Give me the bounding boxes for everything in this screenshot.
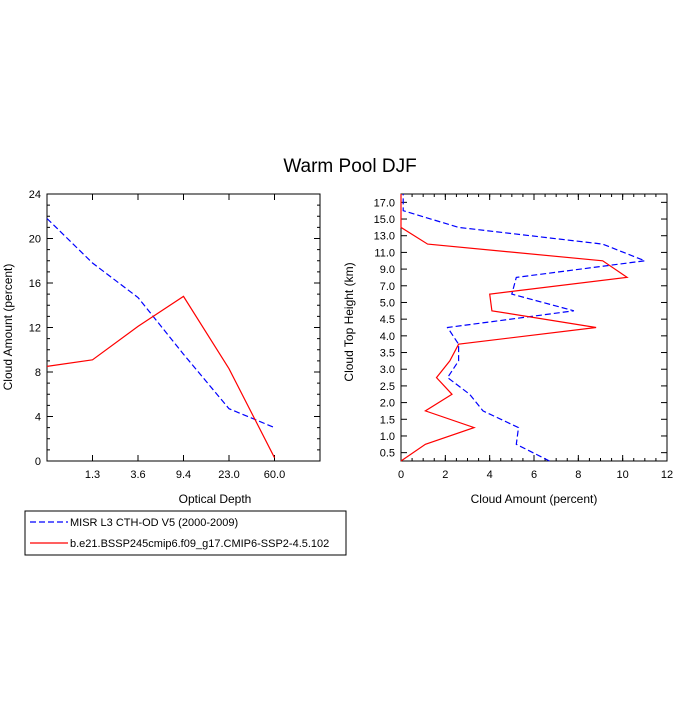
left-xtick-label: 23.0 (218, 469, 239, 481)
right-plot (400, 193, 668, 462)
right-xtick-label: 12 (661, 469, 673, 481)
right-ytick-label: 13.0 (374, 231, 395, 243)
left-xtick-label: 3.6 (130, 469, 145, 481)
right-ytick-label: 4.0 (380, 331, 395, 343)
right-xtick-label: 6 (531, 469, 537, 481)
left-ytick-label: 0 (35, 456, 41, 468)
right-xtick-label: 0 (398, 469, 404, 481)
right-ytick-label: 11.0 (374, 247, 395, 259)
legend-label-misr: MISR L3 CTH-OD V5 (2000-2009) (70, 517, 238, 529)
left-xtick-label: 9.4 (176, 469, 191, 481)
left-xtick-label: 1.3 (85, 469, 100, 481)
right-xtick-label: 10 (617, 469, 629, 481)
right-ytick-label: 7.0 (380, 281, 395, 293)
legend-label-model: b.e21.BSSP245cmip6.f09_g17.CMIP6-SSP2-4.… (70, 538, 329, 550)
left-ytick-label: 8 (35, 367, 41, 379)
right-xtick-label: 2 (442, 469, 448, 481)
right-ylabel: Cloud Top Height (km) (342, 262, 356, 381)
right-ytick-label: 1.0 (380, 431, 395, 443)
left-ytick-label: 24 (29, 189, 41, 201)
right-ytick-label: 15.0 (374, 214, 395, 226)
legend: MISR L3 CTH-OD V5 (2000-2009) b.e21.BSSP… (24, 510, 347, 556)
right-ytick-label: 17.0 (374, 197, 395, 209)
right-series-line-1 (400, 194, 629, 462)
right-ytick-label: 0.5 (380, 448, 395, 460)
right-ytick-label: 1.5 (380, 414, 395, 426)
left-ytick-label: 20 (29, 234, 41, 246)
right-xlabel: Cloud Amount (percent) (471, 492, 598, 506)
right-ytick-label: 3.0 (380, 364, 395, 376)
left-panel: Optical Depth Cloud Amount (percent) (1, 264, 251, 506)
left-series-line-1 (46, 295, 276, 458)
right-ytick-label: 9.0 (380, 264, 395, 276)
right-ytick-label: 2.5 (380, 381, 395, 393)
left-ylabel: Cloud Amount (percent) (1, 264, 15, 391)
left-xlabel: Optical Depth (179, 492, 252, 506)
right-ytick-label: 5.0 (380, 297, 395, 309)
right-ytick-label: 2.0 (380, 398, 395, 410)
legend-box (24, 510, 347, 556)
left-series-line-0 (46, 218, 275, 429)
left-ytick-label: 12 (29, 323, 41, 335)
right-panel: Cloud Amount (percent) Cloud Top Height … (342, 262, 597, 506)
right-xtick-label: 8 (575, 469, 581, 481)
right-xtick-label: 4 (487, 469, 493, 481)
left-plot (46, 193, 321, 462)
left-ytick-label: 4 (35, 412, 41, 424)
right-ytick-label: 4.5 (380, 314, 395, 326)
right-ytick-label: 3.5 (380, 348, 395, 360)
right-series-line-0 (402, 194, 648, 462)
left-xtick-label: 60.0 (264, 469, 285, 481)
figure-title: Warm Pool DJF (283, 156, 416, 177)
left-ytick-label: 16 (29, 278, 41, 290)
